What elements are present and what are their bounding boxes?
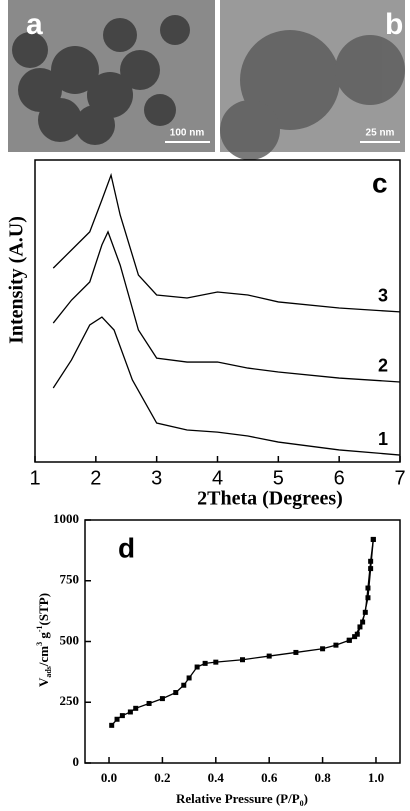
x-tick-label: 0.8	[314, 770, 331, 785]
y-tick-label: 1000	[53, 511, 79, 526]
data-point	[365, 585, 371, 591]
data-point	[181, 682, 187, 688]
label-part: g	[36, 632, 51, 642]
data-point	[173, 690, 179, 696]
x-tick-label: 0.0	[101, 770, 117, 785]
panel-label: d	[118, 532, 135, 563]
data-point	[159, 696, 165, 702]
label-part: ads	[44, 666, 53, 678]
plot-frame	[34, 159, 401, 463]
y-tick-label: 250	[60, 693, 80, 708]
data-point	[362, 609, 368, 615]
label-part: -1	[35, 625, 44, 632]
x-tick-label: 7	[394, 467, 405, 489]
data-point	[346, 637, 352, 643]
series-label: 2	[378, 356, 388, 376]
panel-label: a	[26, 8, 43, 41]
data-point	[127, 709, 133, 715]
data-point	[360, 619, 366, 625]
y-tick-label: 750	[60, 572, 80, 587]
x-tick-label: 0.2	[154, 770, 170, 785]
series-line	[111, 539, 374, 726]
data-point	[213, 659, 219, 665]
x-tick-label: 2	[90, 467, 101, 489]
data-point	[202, 660, 208, 666]
scale-label: 25 nm	[366, 128, 395, 139]
x-tick-label: 0.6	[261, 770, 278, 785]
data-point	[354, 631, 360, 637]
label-part: (STP)	[36, 593, 51, 626]
data-point	[293, 649, 299, 655]
x-tick-label: 1	[29, 467, 40, 489]
x-tick-label: 4	[212, 467, 223, 489]
y-axis-label: Intensity (A.U)	[6, 216, 28, 344]
data-point	[320, 646, 326, 652]
data-point	[194, 664, 200, 670]
panel-label: c	[372, 167, 388, 198]
label-part: 0	[300, 799, 304, 808]
x-axis-label: 2Theta (Degrees)	[197, 488, 343, 510]
tem-image-a: a 100 nm	[8, 0, 215, 152]
data-point	[357, 624, 363, 630]
data-point	[370, 536, 376, 542]
panel-label: b	[385, 8, 403, 41]
data-point	[114, 716, 120, 722]
x-tick-label: 1.0	[368, 770, 384, 785]
data-point	[368, 566, 374, 572]
label-part: Relative Pressure (P/P	[176, 791, 300, 806]
series-label: 1	[378, 429, 388, 449]
data-point	[146, 700, 152, 706]
series-line	[52, 316, 401, 456]
label-part: V	[36, 677, 51, 687]
data-point	[133, 705, 139, 711]
data-point	[365, 595, 371, 601]
data-point	[240, 657, 245, 663]
label-part: /cm	[36, 646, 51, 667]
data-point	[119, 713, 125, 719]
x-tick-label: 6	[334, 467, 345, 489]
data-point	[352, 634, 358, 640]
data-point	[368, 558, 374, 564]
y-tick-label: 500	[60, 632, 80, 647]
data-point	[266, 653, 272, 659]
series-label: 3	[378, 286, 388, 306]
y-axis-label: Vads/cm3 g-1(STP)	[35, 593, 53, 687]
data-point	[109, 722, 115, 728]
label-part: 3	[35, 642, 44, 646]
x-axis-label: Relative Pressure (P/P0)	[176, 791, 308, 808]
label-part: )	[304, 791, 308, 806]
scale-label: 100 nm	[170, 128, 205, 139]
x-tick-label: 3	[151, 467, 162, 489]
series-line	[52, 230, 401, 383]
y-tick-label: 0	[73, 754, 80, 769]
tem-image-b: b 25 nm	[220, 0, 405, 160]
data-point	[333, 642, 339, 648]
series-line	[52, 172, 401, 313]
x-tick-label: 5	[273, 467, 284, 489]
data-point	[186, 675, 192, 681]
x-tick-label: 0.4	[208, 770, 225, 785]
